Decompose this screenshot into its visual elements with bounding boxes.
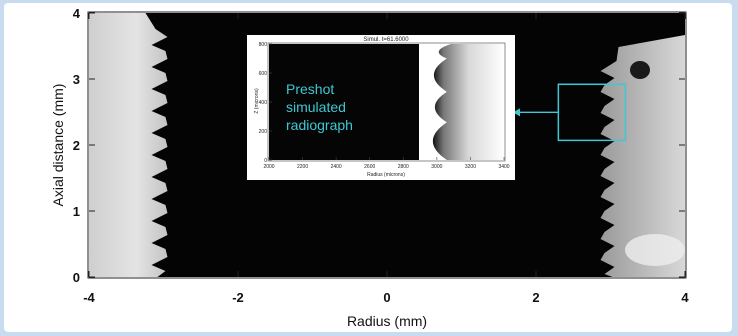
connector-arrow-head xyxy=(513,108,520,117)
left-sample-region xyxy=(89,13,168,277)
right-sample-region xyxy=(600,35,685,277)
inset-plot: Simul. t=61.6000 2000 2200 2400 2600 2800 300… xyxy=(247,35,515,180)
inset-x-tick-label: 2200 xyxy=(297,164,308,170)
x-tick-label: -2 xyxy=(232,290,244,305)
inset-x-tick-label: 3200 xyxy=(465,164,476,170)
main-tick-labels: -4 -2 0 2 4 0 1 2 3 4 xyxy=(73,6,690,305)
inset-y-tick-label: 800 xyxy=(259,42,268,48)
inset-y-axis-title: Z (microns) xyxy=(254,88,260,114)
inset-x-tick-label: 3000 xyxy=(431,164,442,170)
inset-x-tick-label: 2600 xyxy=(364,164,375,170)
inset-x-tick-label: 2000 xyxy=(263,164,274,170)
inset-x-tick-label: 3400 xyxy=(498,164,509,170)
x-axis-title: Radius (mm) xyxy=(347,313,427,329)
y-axis-title: Axial distance (mm) xyxy=(50,84,66,207)
inset-dark-region xyxy=(269,44,419,160)
main-axis-ticks xyxy=(88,12,686,278)
inset-y-tick-label: 200 xyxy=(259,129,268,135)
inset-caption-line-2: simulated xyxy=(286,99,346,115)
inset-bright-region xyxy=(432,44,504,160)
inset-title: Simul. t=61.6000 xyxy=(363,37,409,43)
right-sample-bright-base xyxy=(625,234,685,266)
inset-caption-line-3: radiograph xyxy=(286,117,353,133)
y-tick-label: 3 xyxy=(73,72,80,87)
x-tick-label: 0 xyxy=(383,290,390,305)
x-tick-label: 4 xyxy=(681,290,689,305)
inset-x-tick-label: 2800 xyxy=(398,164,409,170)
inset-tick-labels: 2000 2200 2400 2600 2800 3000 3200 3400 0 200 400 6… xyxy=(259,42,510,170)
x-tick-label: 2 xyxy=(532,290,539,305)
x-tick-label: -4 xyxy=(83,290,95,305)
inset-axis-ticks xyxy=(268,43,505,161)
inset-caption-line-1: Preshot xyxy=(286,81,334,97)
inset-y-tick-label: 400 xyxy=(259,100,268,106)
inset-y-tick-label: 600 xyxy=(259,71,268,77)
y-tick-label: 0 xyxy=(73,270,80,285)
y-tick-label: 4 xyxy=(73,6,81,21)
y-tick-label: 2 xyxy=(73,138,80,153)
inset-x-axis-title: Radius (microns) xyxy=(367,172,405,178)
inset-y-tick-label: 0 xyxy=(264,158,267,164)
inset-x-tick-label: 2400 xyxy=(331,164,342,170)
right-sample-bubble xyxy=(630,61,650,79)
y-tick-label: 1 xyxy=(73,204,80,219)
